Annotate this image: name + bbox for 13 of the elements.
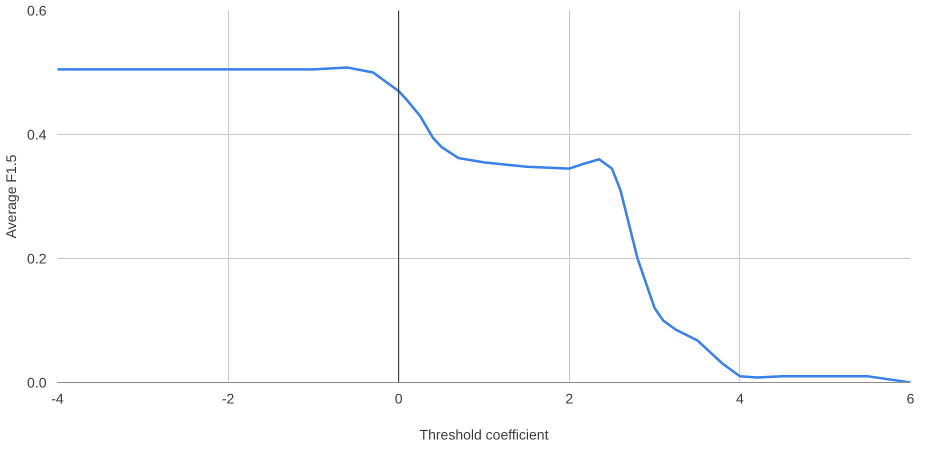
line-series — [58, 66, 910, 382]
x-tick-label: 6 — [906, 390, 915, 406]
y-tick-label: 0.2 — [27, 250, 47, 266]
x-axis-title: Threshold coefficient — [420, 426, 549, 442]
x-tick-label: 2 — [565, 390, 574, 406]
y-tick-label: 0.6 — [27, 2, 47, 18]
y-axis-title: Average F1.5 — [3, 154, 20, 238]
x-tick-label: 4 — [736, 390, 744, 406]
x-tick-label: 0 — [394, 390, 403, 406]
x-tick-label: -2 — [222, 390, 235, 406]
x-tick-label: -4 — [51, 390, 64, 406]
y-tick-label: 0.4 — [27, 126, 47, 142]
y-tick-label: 0.0 — [27, 374, 47, 390]
